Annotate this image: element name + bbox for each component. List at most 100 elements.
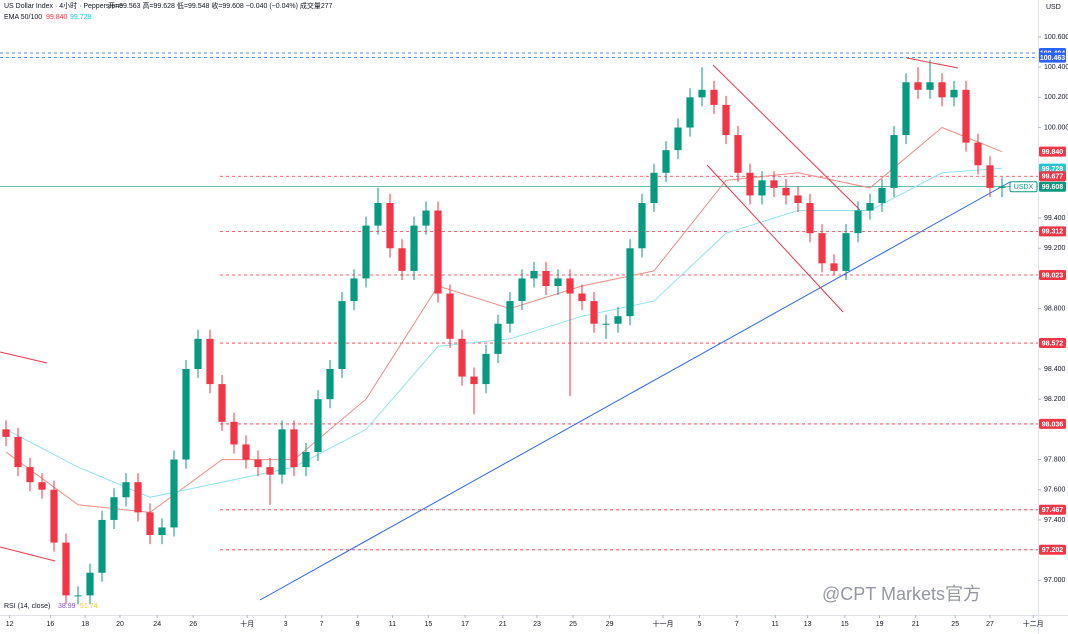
candle-body	[362, 225, 370, 279]
x-tick-label: 12	[6, 621, 14, 628]
price-tag-label: 98.572	[1042, 340, 1064, 347]
y-tick-label: 98.800	[1044, 305, 1066, 312]
candle-body	[674, 127, 682, 151]
candle-body	[950, 89, 958, 98]
candle-body	[698, 89, 706, 98]
candle-body	[518, 278, 526, 302]
candle-body	[806, 202, 814, 234]
candle-body	[722, 104, 730, 136]
candle-body	[710, 89, 718, 105]
price-tag	[1039, 163, 1066, 174]
price-tag-label: 99.840	[1042, 149, 1064, 156]
candle-body	[542, 270, 550, 286]
channel-line	[0, 351, 48, 364]
y-tick-label: 97.000	[1044, 577, 1066, 584]
x-tick-label: 20	[116, 621, 124, 628]
candle-body	[914, 82, 922, 90]
candle-body	[818, 233, 826, 264]
candle-body	[38, 482, 46, 490]
x-tick-label: 9	[356, 621, 360, 628]
candle-body	[350, 278, 358, 302]
price-tag	[1039, 181, 1066, 192]
candle-body	[554, 278, 562, 286]
y-tick-label: 98.400	[1044, 366, 1066, 373]
y-tick-label: 100.400	[1044, 64, 1068, 71]
candle-body	[482, 353, 490, 385]
candle-body	[398, 248, 406, 271]
x-tick-label: 24	[153, 621, 161, 628]
y-tick-label: 98.200	[1044, 396, 1066, 403]
candle-body	[842, 233, 850, 271]
candle-body	[14, 436, 22, 468]
candle-body	[374, 202, 382, 226]
drawings	[0, 57, 1011, 601]
candle-body	[134, 482, 142, 513]
x-tick-label: 11	[772, 621, 779, 628]
x-tick-label: 十一月	[653, 619, 674, 628]
candle-body	[254, 459, 262, 468]
indicator-label: EMA 50/100	[4, 14, 42, 21]
x-tick-label: 15	[841, 621, 849, 628]
candle-body	[590, 301, 598, 324]
candle-body	[302, 452, 310, 468]
candle-body	[830, 263, 838, 271]
x-tick-label: 17	[461, 621, 469, 628]
grid	[9, 36, 1041, 618]
candle-body	[758, 180, 766, 196]
x-tick-label: 11	[389, 621, 396, 628]
candle-body	[74, 595, 82, 597]
candle-body	[146, 512, 154, 536]
candle-body	[206, 338, 214, 385]
candle-body	[494, 323, 502, 354]
price-tag-label: 99.608	[1042, 184, 1064, 191]
price-tag	[1039, 544, 1066, 555]
candle-body	[2, 429, 10, 437]
price-tag	[1039, 226, 1066, 237]
candle-body	[530, 270, 538, 279]
candle-body	[506, 301, 514, 324]
x-tick-label: 16	[47, 621, 55, 628]
x-tick-label: 十月	[240, 619, 254, 628]
candle-body	[458, 338, 466, 377]
candle-body	[866, 202, 874, 211]
candle-body	[86, 572, 94, 596]
x-tick-label: 25	[569, 621, 577, 628]
candle-body	[326, 369, 334, 400]
candle-body	[770, 180, 778, 188]
channel-line	[0, 546, 56, 562]
x-tick-label: 21	[912, 621, 920, 628]
ohlc-info: 开=99.563 高=99.628 低=99.548 收=99.608 −0.0…	[108, 1, 333, 10]
candle-body	[902, 82, 910, 136]
price-tag-label: 98.036	[1042, 421, 1064, 428]
x-tick-label: 15	[425, 621, 433, 628]
candle-body	[938, 82, 946, 98]
x-tick-label: 21	[499, 621, 507, 628]
price-tag-label: 97.467	[1042, 507, 1064, 514]
candle-body	[182, 369, 190, 460]
y-tick-label: 97.800	[1044, 456, 1066, 463]
candle-body	[62, 542, 70, 596]
candle-body	[662, 150, 670, 173]
candle-body	[566, 278, 574, 294]
candle-body	[650, 172, 658, 203]
price-tag-label: 99.312	[1042, 229, 1064, 236]
candle-body	[242, 444, 250, 460]
y-tick-label: 100.200	[1044, 94, 1068, 101]
candle-body	[890, 135, 898, 188]
rsi-value: 38.99	[58, 603, 76, 610]
price-tag-label: 99.677	[1042, 174, 1064, 181]
trend-line	[259, 181, 1011, 601]
x-tick-label: 19	[876, 621, 884, 628]
rsi-value: 51.74	[80, 603, 98, 610]
candle-body	[422, 210, 430, 226]
x-tick-label: 13	[804, 621, 812, 628]
price-tags: 100.494100.46399.84099.72899.67799.608US…	[1009, 47, 1066, 555]
price-tag	[1039, 418, 1066, 429]
candle-body	[194, 338, 202, 369]
candle-body	[290, 429, 298, 468]
candle-body	[854, 210, 862, 234]
y-tick-label: 99.400	[1044, 215, 1066, 222]
x-tick-label: 十二月	[1023, 619, 1044, 628]
indicator-value: 99.728	[70, 14, 92, 21]
